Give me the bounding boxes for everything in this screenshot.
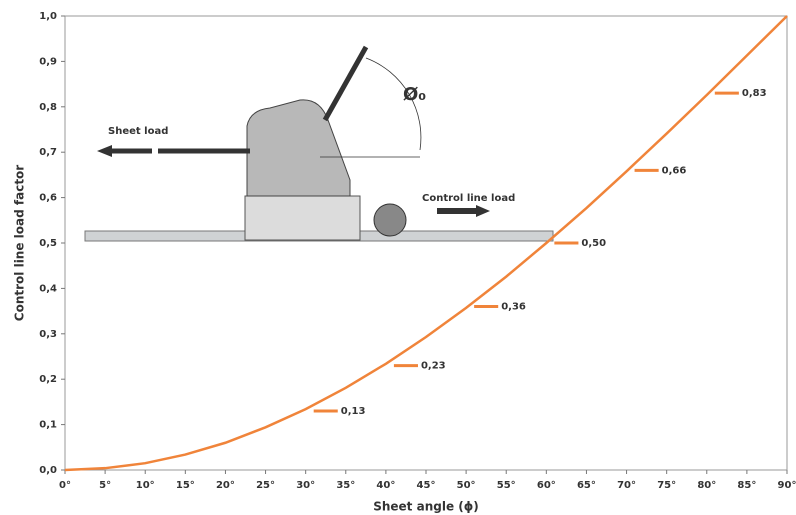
- x-tick-label: 30°: [296, 480, 315, 491]
- data-label: 0,50: [581, 238, 606, 249]
- x-tick-label: 65°: [577, 480, 596, 491]
- x-tick-label: 45°: [417, 480, 436, 491]
- data-label: 0,66: [662, 165, 687, 176]
- data-label: 0,36: [501, 302, 526, 313]
- x-tick-label: 15°: [176, 480, 195, 491]
- y-tick-label: 0,9: [39, 56, 57, 67]
- car: [244, 195, 361, 241]
- x-axis-title: Sheet angle (ϕ): [373, 500, 479, 514]
- y-tick-label: 0,5: [39, 238, 57, 249]
- x-tick-label: 0°: [59, 480, 71, 491]
- data-label: 0,83: [742, 88, 767, 99]
- data-label: 0,23: [421, 361, 446, 372]
- line-series: [64, 15, 788, 472]
- x-tick-label: 55°: [497, 480, 516, 491]
- illustration: Sheet load Control line load Ø₀: [84, 45, 554, 242]
- y-tick-label: 0,4: [39, 283, 57, 294]
- x-tick-label: 90°: [778, 480, 796, 491]
- y-tick-label: 0,2: [39, 374, 57, 385]
- x-tick-label: 80°: [697, 480, 716, 491]
- y-tick-label: 0,0: [39, 465, 57, 476]
- x-tick-label: 25°: [256, 480, 275, 491]
- x-tick-label: 75°: [657, 480, 676, 491]
- x-tick-label: 85°: [737, 480, 756, 491]
- annotation: Ø₀: [403, 84, 426, 105]
- x-tick-label: 50°: [457, 480, 476, 491]
- x-tick-label: 20°: [216, 480, 235, 491]
- sheet-line: [322, 45, 369, 122]
- x-tick-label: 40°: [376, 480, 395, 491]
- x-tick-label: 35°: [336, 480, 355, 491]
- y-tick-label: 0,7: [39, 147, 57, 158]
- cam-cleat: [246, 99, 351, 197]
- angle-arc: [365, 57, 422, 151]
- y-tick-label: 0,6: [39, 193, 57, 204]
- y-tick-label: 0,1: [39, 420, 57, 431]
- x-tick-label: 70°: [617, 480, 636, 491]
- y-axis-title: Control line load factor: [13, 165, 27, 322]
- y-tick-label: 1,0: [39, 11, 57, 22]
- annotation: Sheet load: [108, 126, 168, 137]
- y-tick-label: 0,8: [39, 102, 57, 113]
- annotation: Control line load: [422, 193, 515, 204]
- arrow: [476, 205, 490, 217]
- data-label: 0,13: [341, 406, 366, 417]
- y-tick-label: 0,3: [39, 329, 57, 340]
- arrow: [97, 145, 112, 157]
- x-tick-label: 60°: [537, 480, 556, 491]
- x-tick-label: 10°: [136, 480, 155, 491]
- x-tick-label: 5°: [99, 480, 111, 491]
- sheave: [373, 203, 407, 237]
